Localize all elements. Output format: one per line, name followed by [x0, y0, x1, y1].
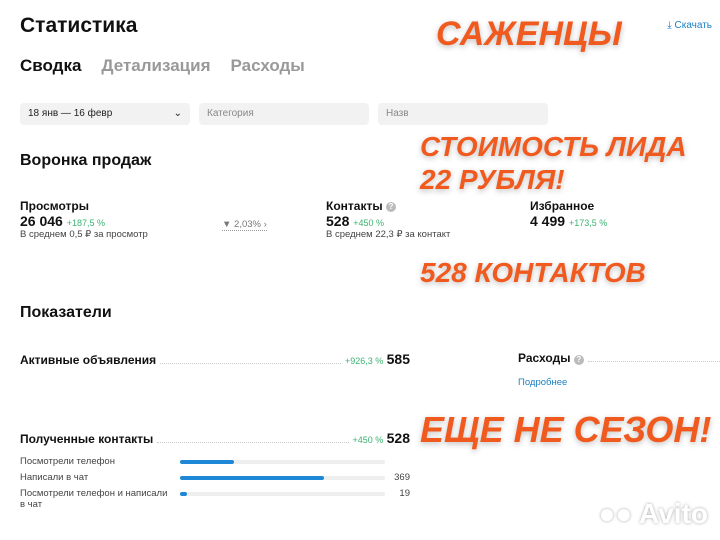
- metrics-title: Показатели: [20, 304, 112, 321]
- contacts-metric-row: Полученные контакты +450 % 528: [20, 430, 410, 446]
- contact-row-bar: [180, 492, 385, 496]
- views-label: Просмотры: [20, 199, 90, 213]
- contact-row-label: Посмотрели телефон и написали в чат: [20, 488, 168, 510]
- download-button[interactable]: ⤓ Скачать: [667, 20, 712, 31]
- active-ads-row: Активные объявления +926,3 % 585: [20, 351, 410, 367]
- contact-row-bar: [180, 476, 385, 480]
- contact-row-bar-fill: [180, 460, 235, 464]
- promo-line-3: 22 РУБЛЯ!: [420, 164, 565, 195]
- contact-row-bar-fill: [180, 476, 324, 480]
- help-icon: ?: [573, 355, 584, 365]
- download-icon: ⤓: [667, 20, 672, 31]
- contact-row-label: Написали в чат: [20, 472, 89, 483]
- tabs: Сводка Детализация Расходы: [20, 56, 305, 76]
- contact-row-label: Посмотрели телефон: [20, 456, 115, 467]
- promo-line-4: 528 КОНТАКТОВ: [420, 257, 646, 288]
- views-value: 26 046 +187,5 %: [20, 213, 105, 229]
- views-note: В среднем 0,5 ₽ за просмотр: [20, 229, 148, 240]
- avito-logo-icon: ●●: [598, 498, 633, 529]
- name-input[interactable]: Назв: [378, 103, 548, 125]
- promo-line-5: ЕЩЕ НЕ СЕЗОН!: [420, 409, 712, 450]
- avito-watermark: ●● Avito: [598, 498, 708, 529]
- funnel-icon: ▼: [222, 219, 232, 230]
- details-link[interactable]: Подробнее: [518, 377, 568, 388]
- favorites-label: Избранное: [530, 199, 595, 213]
- contacts-block: Контакты ? 528 +450 % В среднем 22,3 ₽ з…: [326, 199, 450, 240]
- promo-line-1: САЖЕНЦЫ: [436, 15, 622, 53]
- favorites-value: 4 499 +173,5 %: [530, 213, 608, 229]
- tab-summary[interactable]: Сводка: [20, 56, 82, 75]
- tab-details[interactable]: Детализация: [101, 56, 211, 75]
- page-title: Статистика: [20, 14, 138, 37]
- contacts-label: Контакты ?: [326, 199, 450, 213]
- download-label: Скачать: [674, 20, 713, 31]
- period-value: 18 янв — 16 февр: [28, 108, 113, 119]
- promo-line-2: СТОИМОСТЬ ЛИДА: [420, 131, 687, 162]
- category-input[interactable]: Категория: [199, 103, 369, 125]
- contacts-value: 528 +450 %: [326, 213, 385, 229]
- active-ads-value: 585: [386, 351, 410, 367]
- contact-row-bar: [180, 460, 385, 464]
- expenses-row: Расходы ?: [518, 351, 720, 365]
- funnel-title: Воронка продаж: [20, 152, 152, 169]
- period-select[interactable]: 18 янв — 16 февр ⌄: [20, 103, 190, 125]
- views-block: Просмотры 26 046 +187,5 % В среднем 0,5 …: [20, 199, 148, 240]
- conversion-link[interactable]: ▼ 2,03% ›: [222, 219, 267, 231]
- contact-row-value: 369: [394, 472, 410, 483]
- contact-row-bar-fill: [180, 492, 188, 496]
- contact-row-value: 19: [399, 488, 410, 499]
- contacts-note: В среднем 22,3 ₽ за контакт: [326, 229, 451, 240]
- help-icon: ?: [385, 201, 396, 212]
- favorites-block: Избранное 4 499 +173,5 %: [530, 199, 607, 229]
- chevron-down-icon: ⌄: [173, 108, 182, 119]
- active-ads-label: Активные объявления: [20, 353, 157, 367]
- tab-expenses[interactable]: Расходы: [230, 56, 305, 75]
